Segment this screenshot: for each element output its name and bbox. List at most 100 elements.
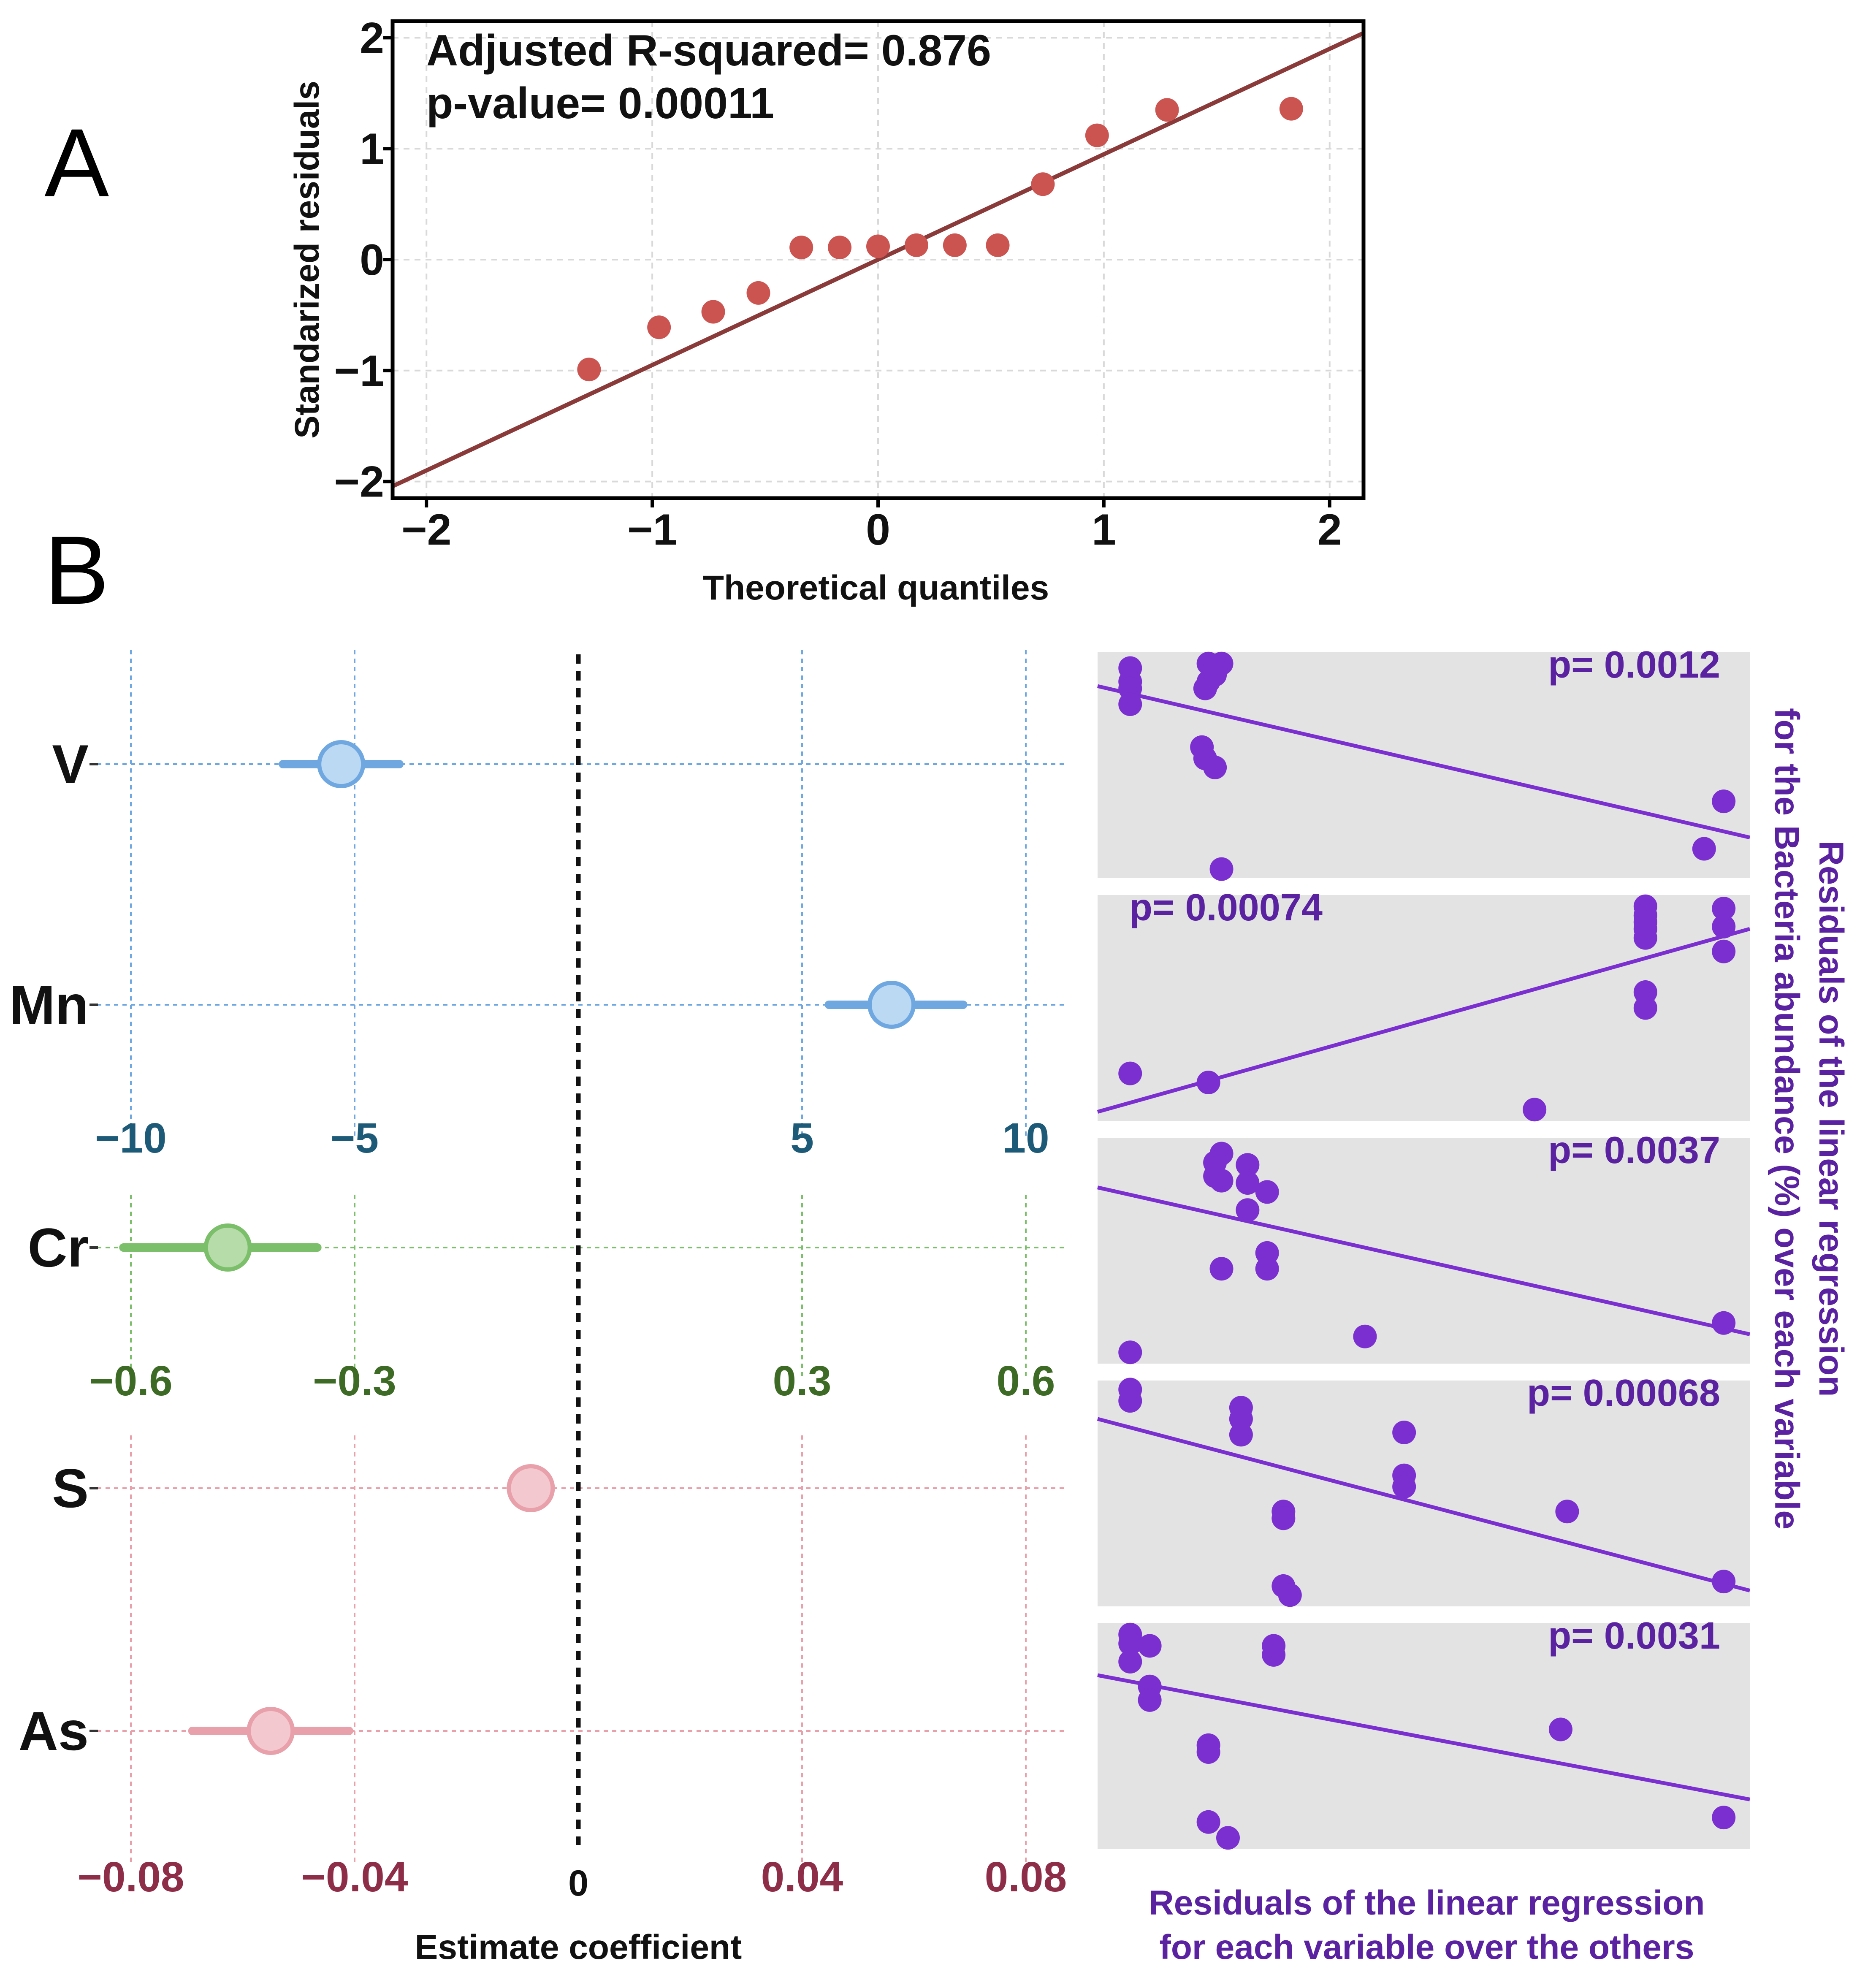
residual-point-Mn bbox=[1633, 996, 1657, 1020]
qq-annotation-pvalue: p-value= 0.00011 bbox=[426, 79, 774, 128]
qq-fit-line-group bbox=[391, 31, 1365, 488]
residual-point-S bbox=[1392, 1421, 1416, 1445]
qq-axis-ticks: −2 −1 0 1 2 −2 −1 0 1 2 bbox=[334, 14, 1342, 554]
qq-point bbox=[746, 281, 770, 305]
coefficient-plot: −10 −5 5 10 −0.6 −0.3 0.3 0.6 −0.08 −0.04 0.04 0.08… bbox=[9, 650, 1068, 1966]
panel-label-b: B bbox=[44, 516, 109, 624]
coef-x-axis-title: Estimate coefficient bbox=[415, 1928, 742, 1966]
qq-x-tick-label: 2 bbox=[1318, 505, 1342, 554]
residual-point-Cr bbox=[1255, 1257, 1279, 1281]
residual-point-Cr bbox=[1236, 1198, 1260, 1222]
p-value-label-Mn: p= 0.00074 bbox=[1129, 887, 1323, 929]
residuals-x-axis-title-line2: for each variable over the others bbox=[1160, 1928, 1694, 1966]
blue-tick-label: −5 bbox=[331, 1115, 379, 1162]
pink-tick-label: −0.04 bbox=[301, 1853, 408, 1901]
qq-y-tick-label: 1 bbox=[360, 125, 384, 174]
coef-zero-label: 0 bbox=[568, 1863, 588, 1904]
residual-point-Mn bbox=[1118, 1061, 1142, 1085]
qq-point bbox=[828, 236, 852, 260]
residual-point-V bbox=[1209, 857, 1233, 881]
residual-panel-bg-Cr bbox=[1098, 1138, 1750, 1364]
residual-point-Mn bbox=[1712, 939, 1736, 963]
blue-tick-label: −10 bbox=[95, 1115, 167, 1162]
residual-point-Cr bbox=[1236, 1153, 1260, 1177]
qq-plot: −2 −1 0 1 2 −2 −1 0 1 2 Adjusted R-squared= 0.876… bbox=[288, 14, 1366, 607]
residual-point-Mn bbox=[1523, 1098, 1547, 1122]
partial-residual-panels: p= 0.0012 p= 0.00074 p= 0.0037 p= 0.00068 p=… bbox=[1097, 644, 1850, 1966]
residual-point-V bbox=[1203, 755, 1227, 779]
variable-labels: V Mn Cr S As bbox=[9, 733, 98, 1762]
green-tick-label: 0.6 bbox=[996, 1357, 1055, 1405]
residual-point-S bbox=[1392, 1475, 1416, 1499]
qq-fit-line bbox=[391, 31, 1365, 488]
qq-x-tick-label: −1 bbox=[627, 505, 678, 554]
variable-label-Mn: Mn bbox=[9, 974, 89, 1036]
residual-point-As bbox=[1118, 1649, 1142, 1674]
qq-y-axis-title: Standarized residuals bbox=[288, 81, 326, 439]
blue-tick-label: 10 bbox=[1002, 1115, 1049, 1162]
qq-x-tick-label: −2 bbox=[401, 505, 452, 554]
estimate-point-V bbox=[317, 740, 366, 788]
residual-point-Mn bbox=[1712, 897, 1736, 921]
qq-point bbox=[701, 300, 725, 324]
coefficient-estimates bbox=[119, 740, 968, 1755]
residual-panel-stack: p= 0.0012 p= 0.00074 p= 0.0037 p= 0.00068 p=… bbox=[1097, 644, 1751, 1850]
qq-x-tick-label: 0 bbox=[866, 505, 890, 554]
qq-y-tick-label: 2 bbox=[360, 14, 384, 62]
qq-x-tick-label: 1 bbox=[1092, 505, 1116, 554]
qq-point bbox=[904, 233, 928, 257]
residual-panel-S: p= 0.00068 bbox=[1097, 1372, 1751, 1607]
qq-point bbox=[1085, 123, 1109, 147]
residual-point-S bbox=[1278, 1583, 1302, 1607]
qq-point bbox=[1279, 97, 1303, 121]
residual-fit-line-V bbox=[1097, 684, 1751, 840]
p-value-label-As: p= 0.0031 bbox=[1548, 1615, 1720, 1657]
residual-point-Mn bbox=[1633, 926, 1657, 950]
residual-point-V bbox=[1692, 837, 1716, 861]
residual-point-V bbox=[1712, 789, 1736, 814]
p-value-label-S: p= 0.00068 bbox=[1527, 1372, 1720, 1414]
qq-points bbox=[577, 97, 1303, 382]
residual-point-As bbox=[1138, 1634, 1162, 1658]
residual-point-Cr bbox=[1209, 1257, 1233, 1281]
qq-x-axis-title: Theoretical quantiles bbox=[703, 569, 1049, 607]
pink-tick-label: 0.04 bbox=[761, 1853, 843, 1901]
residuals-y-axis-title-line1: Residuals of the linear regression bbox=[1812, 841, 1850, 1397]
qq-point bbox=[866, 234, 890, 258]
residual-fit-line-As bbox=[1097, 1673, 1750, 1801]
variable-label-S: S bbox=[52, 1457, 89, 1519]
qq-point bbox=[577, 358, 601, 382]
qq-point bbox=[789, 236, 813, 260]
pink-tick-label: −0.08 bbox=[77, 1853, 184, 1901]
residual-point-As bbox=[1196, 1810, 1220, 1834]
residual-point-V bbox=[1118, 692, 1142, 716]
residual-panel-V: p= 0.0012 bbox=[1097, 644, 1751, 881]
residuals-x-axis-title-line1: Residuals of the linear regression bbox=[1149, 1884, 1705, 1922]
qq-y-tick-label: 0 bbox=[360, 236, 384, 285]
residual-point-Cr bbox=[1712, 1311, 1736, 1335]
qq-point bbox=[1155, 98, 1179, 122]
qq-gridlines bbox=[393, 21, 1364, 498]
residual-point-S bbox=[1229, 1423, 1253, 1447]
p-value-label-Cr: p= 0.0037 bbox=[1548, 1129, 1720, 1172]
residual-point-As bbox=[1118, 1632, 1142, 1656]
residual-point-S bbox=[1555, 1500, 1579, 1524]
residual-point-As bbox=[1196, 1740, 1220, 1764]
residual-point-Cr bbox=[1236, 1171, 1260, 1195]
residual-point-As bbox=[1216, 1826, 1240, 1850]
p-value-label-V: p= 0.0012 bbox=[1548, 644, 1720, 686]
green-tick-label: 0.3 bbox=[773, 1357, 831, 1405]
variable-label-As: As bbox=[19, 1700, 89, 1762]
residual-point-V bbox=[1203, 663, 1227, 687]
residual-point-Mn bbox=[1196, 1071, 1220, 1095]
residual-point-As bbox=[1548, 1717, 1572, 1741]
estimate-point-Mn bbox=[868, 981, 916, 1029]
residual-panel-Cr: p= 0.0037 bbox=[1097, 1129, 1750, 1364]
blue-tick-label: 5 bbox=[790, 1115, 814, 1162]
qq-point bbox=[986, 233, 1010, 257]
coefficient-axis-ticks: −10 −5 5 10 −0.6 −0.3 0.3 0.6 −0.08 −0.04 0.04 0.08 bbox=[77, 1115, 1067, 1901]
qq-annotation-r2: Adjusted R-squared= 0.876 bbox=[426, 26, 991, 75]
residual-point-Mn bbox=[1712, 914, 1736, 938]
residual-point-S bbox=[1118, 1389, 1142, 1413]
